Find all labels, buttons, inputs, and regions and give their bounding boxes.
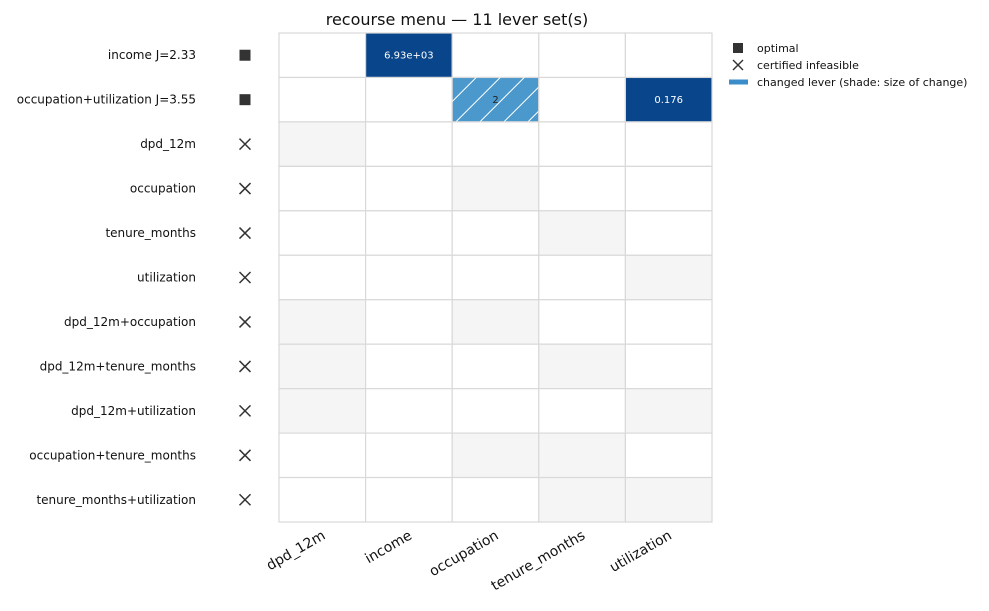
row-label: dpd_12m+occupation xyxy=(64,315,196,329)
cell-9-1 xyxy=(365,432,453,479)
infeasible-marker xyxy=(238,404,252,417)
cell-5-2 xyxy=(451,254,540,301)
cell-5-0 xyxy=(278,254,367,301)
cell-3-0 xyxy=(278,165,367,212)
cell-3-1 xyxy=(365,165,453,212)
cell-7-3 xyxy=(538,343,626,390)
cell-9-4 xyxy=(624,432,713,479)
optimal-marker xyxy=(239,94,251,106)
cell-1-1 xyxy=(365,76,453,123)
cell-4-0 xyxy=(278,210,367,256)
cell-4-4 xyxy=(624,210,713,256)
cell-2-3 xyxy=(538,121,626,167)
cell-10-3 xyxy=(538,476,626,523)
column-label: tenure_months xyxy=(489,528,589,595)
infeasible-marker xyxy=(238,493,252,506)
column-label: income xyxy=(362,528,414,567)
legend-label: optimal xyxy=(757,42,799,55)
cell-0-0 xyxy=(278,32,367,79)
legend-label: certified infeasible xyxy=(757,59,859,72)
row-label: dpd_12m xyxy=(140,137,196,151)
cell-9-3 xyxy=(538,432,626,479)
cell-value: 6.93e+03 xyxy=(384,51,434,62)
cell-2-1 xyxy=(365,121,453,167)
legend-infeasible-marker xyxy=(732,59,744,71)
cell-0-4 xyxy=(624,32,713,79)
cell-4-1 xyxy=(365,210,453,256)
legend-optimal-marker xyxy=(733,43,743,53)
infeasible-marker xyxy=(238,138,252,151)
cell-1-4 xyxy=(624,76,713,123)
cell-7-4 xyxy=(624,343,713,390)
cell-10-0 xyxy=(278,476,367,523)
status-markers xyxy=(238,49,252,506)
cell-6-3 xyxy=(538,299,626,345)
cell-6-0 xyxy=(278,299,367,345)
cell-6-4 xyxy=(624,299,713,345)
cell-3-2 xyxy=(451,165,540,212)
cell-8-4 xyxy=(624,388,713,434)
row-label: occupation+utilization J=3.55 xyxy=(17,93,196,107)
cell-2-2 xyxy=(451,121,540,167)
cell-0-3 xyxy=(538,32,626,79)
legend: optimal certified infeasible changed lever… xyxy=(729,42,967,89)
infeasible-marker xyxy=(238,360,252,373)
cell-6-2 xyxy=(451,299,540,345)
cell-8-2 xyxy=(451,388,540,434)
cell-8-3 xyxy=(538,388,626,434)
cell-10-2 xyxy=(451,476,540,523)
cell-5-1 xyxy=(365,254,453,301)
cell-value: 2 xyxy=(492,95,498,106)
infeasible-marker xyxy=(238,315,252,328)
cell-3-4 xyxy=(624,165,713,212)
cell-7-0 xyxy=(278,343,367,390)
cell-8-1 xyxy=(365,388,453,434)
chart-title: recourse menu — 11 lever set(s) xyxy=(326,10,589,29)
cell-4-2 xyxy=(451,210,540,256)
cell-9-2 xyxy=(451,432,540,479)
cell-1-0 xyxy=(278,76,367,123)
cell-10-1 xyxy=(365,476,453,523)
cell-5-4 xyxy=(624,254,713,301)
cell-value: 0.176 xyxy=(654,95,683,106)
infeasible-marker xyxy=(238,227,252,240)
row-label: utilization xyxy=(137,271,196,285)
row-label: income J=2.33 xyxy=(108,48,196,62)
cell-9-0 xyxy=(278,432,367,479)
row-label: dpd_12m+tenure_months xyxy=(40,359,196,373)
cell-7-2 xyxy=(451,343,540,390)
cell-8-0 xyxy=(278,388,367,434)
cell-10-4 xyxy=(624,476,713,523)
row-label: dpd_12m+utilization xyxy=(71,404,196,418)
cell-1-3 xyxy=(538,76,626,123)
heatmap-cells: 6.93e+03 2 0.176 xyxy=(278,32,713,523)
row-label: tenure_months+utilization xyxy=(36,493,196,507)
cell-2-0 xyxy=(278,121,367,167)
column-label: dpd_12m xyxy=(264,528,328,574)
cell-0-2 xyxy=(451,32,540,79)
optimal-marker xyxy=(239,49,251,61)
cell-0-1 xyxy=(365,32,453,79)
cell-6-1 xyxy=(365,299,453,345)
infeasible-marker xyxy=(238,182,252,195)
cell-4-3 xyxy=(538,210,626,256)
infeasible-marker xyxy=(238,449,252,462)
column-label: utilization xyxy=(607,528,675,576)
cell-hatch-1-2 xyxy=(452,77,539,122)
cell-3-3 xyxy=(538,165,626,212)
row-label: tenure_months xyxy=(105,226,196,240)
row-labels: income J=2.33 occupation+utilization J=3.… xyxy=(17,48,196,507)
row-label: occupation xyxy=(130,182,196,196)
legend-label: changed lever (shade: size of change) xyxy=(757,76,967,89)
cell-7-1 xyxy=(365,343,453,390)
infeasible-marker xyxy=(238,271,252,284)
legend-changed-lever-swatch xyxy=(729,79,748,85)
cell-2-4 xyxy=(624,121,713,167)
column-label: occupation xyxy=(427,528,502,580)
row-label: occupation+tenure_months xyxy=(29,448,196,462)
cell-5-3 xyxy=(538,254,626,301)
